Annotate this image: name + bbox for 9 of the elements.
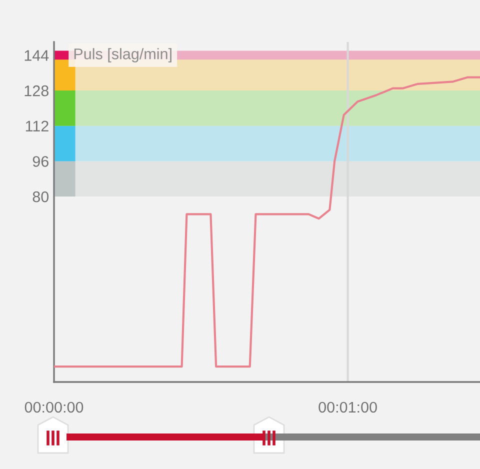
y-tick-label: 144 [24,50,49,61]
y-tick-label: 112 [26,120,48,132]
x-tick-label: 00:00:00 [24,402,84,413]
line-series [54,76,480,368]
y-axis-title: Puls [slag/min] [74,48,172,62]
y-tick-label: 80 [32,191,49,202]
y-tick-label: 128 [24,85,48,96]
x-tick-label: 00:01:00 [318,402,377,413]
y-tick-label: 96 [32,156,48,167]
